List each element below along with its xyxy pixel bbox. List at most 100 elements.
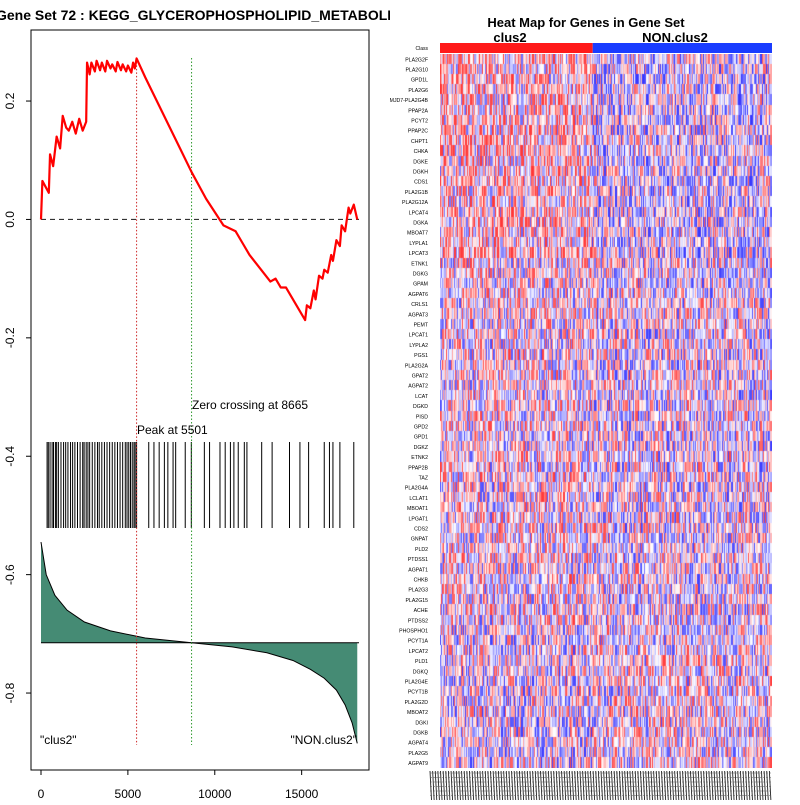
gene-label: DGKA [413,221,428,227]
sample-tick [634,770,638,801]
gene-label: PLA2G1B [405,190,429,196]
gene-label: PHOSPHO1 [399,629,428,635]
sample-tick [466,770,469,801]
sample-tick [747,770,751,801]
gene-label: LPCAT4 [409,210,428,216]
sample-tick [597,770,601,801]
sample-tick [487,770,490,801]
y-tick-label: 0.2 [3,92,17,109]
running-es-curve [39,57,359,322]
y-tick-label: -0.2 [3,327,17,348]
sample-tick [492,770,496,801]
gene-label: JMJD7-PLA2G4B [390,98,429,104]
gene-label: ETNK2 [411,455,428,461]
sample-tick [761,770,764,801]
gene-label: GPAM [413,282,428,288]
sample-tick [508,770,511,801]
x-tick-label: 5000 [115,787,142,800]
sample-tick [555,770,559,801]
zero-crossing-label: Zero crossing at 8665 [192,398,308,412]
sample-tick [595,770,598,801]
sample-tick [450,770,453,801]
sample-tick [676,770,680,801]
sample-tick [440,770,443,801]
sample-tick [732,770,735,801]
sample-tick [642,770,646,801]
gene-label: DGKD [413,404,428,410]
gene-label: CHKB [414,578,429,584]
group-label-clus2: clus2 [493,30,526,45]
sample-tick [611,770,614,801]
sample-tick [755,770,759,801]
sample-tick [542,770,546,801]
gene-label: ACHE [414,608,429,614]
gene-label: GPD1 [414,435,428,441]
sample-tick [711,770,714,801]
gene-label: TAZ [419,476,428,482]
sample-tick [666,770,669,801]
group-label-non-clus2: NON.clus2 [642,30,708,45]
sample-tick [582,770,585,801]
sample-tick [513,770,517,801]
gene-label: PCYT1B [408,690,429,696]
sample-tick [471,770,475,801]
sample-tick [545,770,548,801]
sample-tick [537,770,540,801]
class-bar-clus2 [440,43,593,53]
gene-label: LCAT [415,394,429,400]
sample-tick [479,770,482,801]
class-bar-non-clus2 [592,43,772,53]
gene-label: LYPLA2 [409,343,428,349]
class-bar [440,43,772,53]
sample-tick [661,770,664,801]
gene-label: GPAT2 [412,374,428,380]
sample-tick [645,770,648,801]
gene-label: PPAP2A [408,108,428,114]
gene-label: PLD1 [415,659,428,665]
sample-tick [463,770,467,801]
sample-tick [474,770,477,801]
sample-tick [434,770,438,801]
metric-line [40,542,358,744]
sample-tick [626,770,630,801]
sample-tick [768,770,772,801]
sample-tick [561,770,564,801]
gene-label: ETNK1 [411,261,428,267]
sample-tick [721,770,724,801]
sample-tick [584,770,588,801]
right-class-label: "NON.clus2" [290,733,357,747]
gene-label: PEMT [414,323,429,329]
gene-label: LPCAT1 [409,333,428,339]
sample-tick [505,770,509,801]
gene-label: DGKH [413,170,428,176]
sample-tick [490,770,493,801]
gene-label: CHPT1 [411,139,428,145]
gene-label: AGPAT2 [408,384,428,390]
sample-tick [663,770,667,801]
sample-tick [534,770,538,801]
reference-lines [41,58,359,745]
heatmap-cells [440,54,772,768]
sample-tick [469,770,472,801]
class-row-label: Class [415,46,428,52]
gene-label: PLA2G12A [402,200,428,206]
sample-tick [558,770,561,801]
y-tick-label: -0.6 [3,564,17,585]
gene-label: PLA2G2F [405,57,428,63]
gene-label: PLA2G4A [405,486,429,492]
gene-label: AGPAT3 [408,312,428,318]
gene-label: PCYT1A [408,639,429,645]
sample-tick [608,770,611,801]
sample-tick [682,770,685,801]
sample-tick [737,770,740,801]
sample-tick [445,770,448,801]
sample-tick [687,770,690,801]
sample-tick [708,770,711,801]
sample-tick [574,770,577,801]
sample-tick [547,770,551,801]
gene-label: LPGAT1 [408,516,428,522]
gene-label: PTDSS1 [408,557,428,563]
sample-tick [576,770,580,801]
gene-label: CRLS1 [411,302,428,308]
gene-label: PLA2G5 [408,751,428,757]
